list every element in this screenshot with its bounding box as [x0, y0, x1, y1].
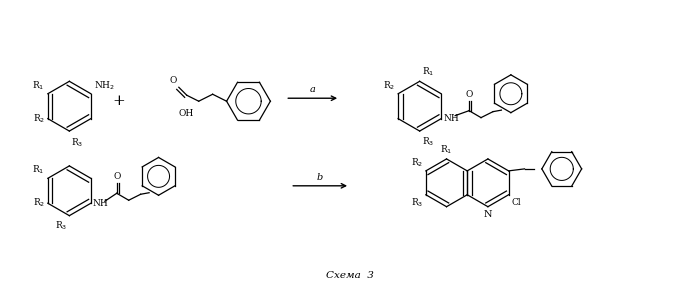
Text: R$_2$: R$_2$	[33, 197, 45, 210]
Text: NH: NH	[443, 114, 459, 123]
Text: R$_3$: R$_3$	[410, 197, 423, 209]
Text: R$_3$: R$_3$	[55, 220, 67, 232]
Text: NH: NH	[93, 199, 109, 208]
Text: O: O	[466, 90, 473, 99]
Text: R$_1$: R$_1$	[32, 164, 45, 176]
Text: O: O	[170, 76, 177, 85]
Text: R$_2$: R$_2$	[410, 156, 423, 169]
Text: NH$_2$: NH$_2$	[94, 79, 115, 92]
Text: OH: OH	[178, 109, 193, 118]
Text: Схема  3: Схема 3	[326, 271, 374, 280]
Text: R$_1$: R$_1$	[440, 143, 453, 156]
Text: R$_2$: R$_2$	[33, 112, 45, 125]
Text: b: b	[317, 173, 323, 182]
Text: R$_1$: R$_1$	[422, 66, 434, 78]
Text: R$_3$: R$_3$	[71, 136, 84, 148]
Text: R$_1$: R$_1$	[32, 79, 45, 92]
Text: Cl: Cl	[512, 198, 521, 207]
Text: R$_3$: R$_3$	[422, 135, 434, 148]
Text: +: +	[113, 94, 126, 108]
Text: N: N	[484, 210, 492, 219]
Text: a: a	[310, 85, 315, 94]
Text: O: O	[113, 172, 121, 181]
Text: R$_2$: R$_2$	[383, 79, 395, 92]
